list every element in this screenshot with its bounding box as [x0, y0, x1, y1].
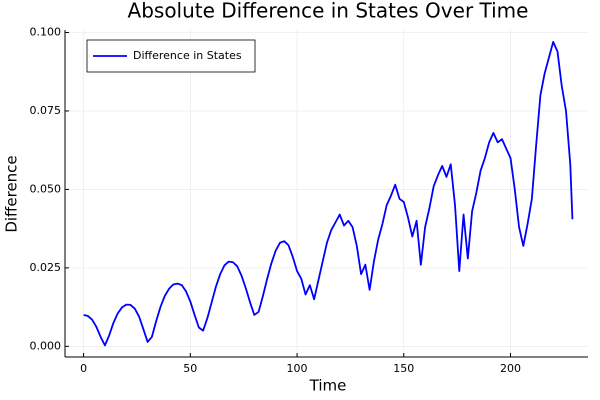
y-tick-label: 0.050: [30, 182, 62, 195]
x-tick-label: 150: [393, 362, 414, 375]
data-line: [83, 41, 574, 347]
y-tick-label: 0.025: [30, 261, 62, 274]
x-tick-label: 100: [287, 362, 308, 375]
y-tick-label: 0.100: [30, 26, 62, 39]
x-tick-label: 50: [183, 362, 197, 375]
x-axis-label: Time: [309, 377, 347, 395]
x-tick-label: 0: [80, 362, 87, 375]
legend-label: Difference in States: [133, 49, 242, 62]
y-tick-label: 0.075: [30, 104, 62, 117]
x-tick-label: 200: [500, 362, 521, 375]
y-tick-label: 0.000: [30, 339, 62, 352]
chart-title: Absolute Difference in States Over Time: [128, 0, 529, 23]
y-axis-label: Difference: [3, 155, 21, 232]
